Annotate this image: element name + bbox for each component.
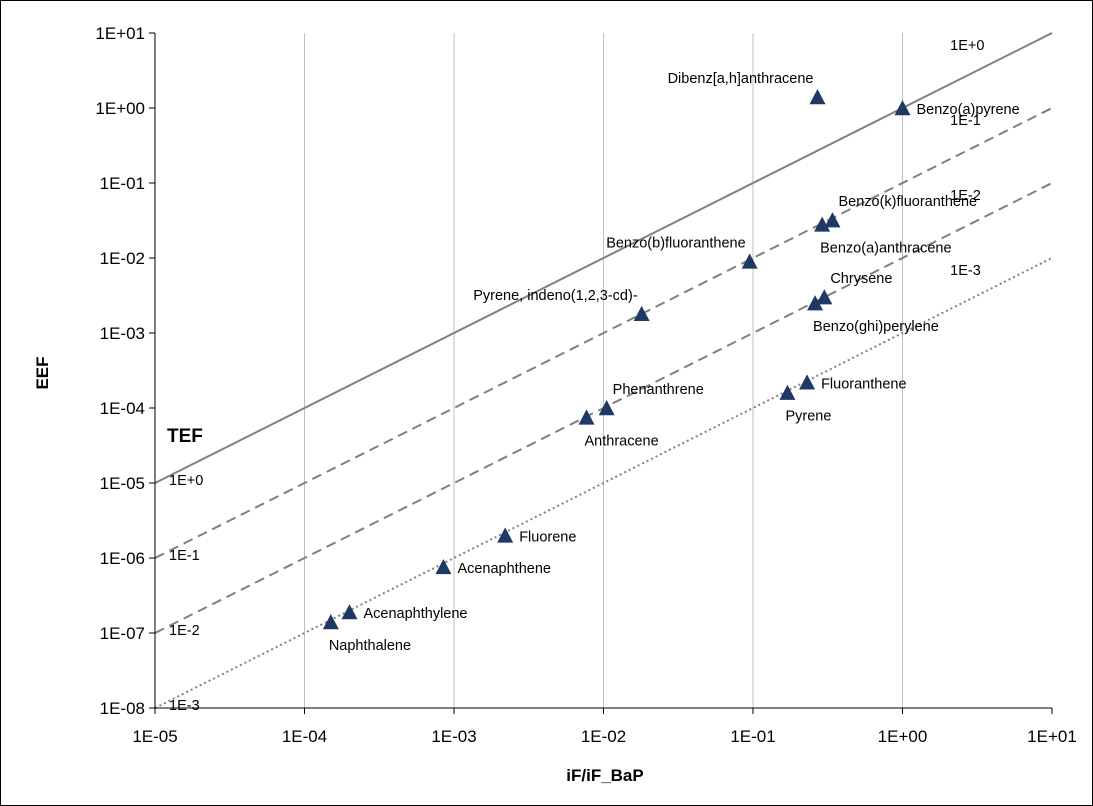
- y-tick-label: 1E-03: [100, 324, 145, 343]
- data-points: [322, 89, 911, 630]
- gridlines: [304, 33, 903, 708]
- data-point-marker: [824, 212, 841, 228]
- x-axis-title: iF/iF_BaP: [566, 766, 643, 785]
- data-point-label: Benzo(k)fluoranthene: [838, 194, 977, 210]
- data-point-marker: [598, 400, 615, 416]
- tef-line-label-left: 1E-3: [169, 698, 200, 714]
- tef-line-label-left: 1E-2: [169, 623, 200, 639]
- y-tick-label: 1E-02: [100, 249, 145, 268]
- data-point-label: Pyrene: [785, 409, 831, 425]
- data-point-label: Dibenz[a,h]anthracene: [668, 71, 814, 87]
- data-point-marker: [497, 527, 514, 543]
- tef-reference-line: [154, 257, 1053, 709]
- tef-reference-line: [154, 107, 1053, 559]
- x-tick-label: 1E+01: [1027, 727, 1077, 746]
- x-tick-label: 1E-04: [282, 727, 327, 746]
- data-point-marker: [809, 89, 826, 105]
- data-point-label: Anthracene: [585, 433, 659, 449]
- data-point-marker: [894, 100, 911, 116]
- data-point-marker: [578, 409, 595, 425]
- y-tick-label: 1E+00: [95, 99, 145, 118]
- data-point-label: Acenaphthene: [457, 561, 551, 577]
- y-tick-label: 1E-07: [100, 624, 145, 643]
- data-point-label: Fluoranthene: [821, 376, 906, 392]
- y-tick-label: 1E-04: [100, 399, 145, 418]
- data-point-label: Pyrene, indeno(1,2,3-cd)-: [473, 288, 638, 304]
- x-tick-label: 1E-03: [431, 727, 476, 746]
- tef-line-label-left: 1E+0: [169, 473, 203, 489]
- data-point-marker: [807, 295, 824, 311]
- y-tick-label: 1E-06: [100, 549, 145, 568]
- data-point-label: Benzo(ghi)perylene: [813, 319, 939, 335]
- labels: 1E+0 1E+0 1E-1 1E-1 1E-2 1E-2 1E-3 1E-3 Dibenz[a…: [169, 38, 1020, 714]
- tef-line-label-right: 1E-2: [950, 188, 981, 204]
- tef-line-label-left: 1E-1: [169, 548, 200, 564]
- x-tick-label: 1E+00: [878, 727, 928, 746]
- data-point-marker: [816, 289, 833, 305]
- x-tick-label: 1E-05: [132, 727, 177, 746]
- data-point-label: Naphthalene: [329, 638, 411, 654]
- data-point-label: Chrysene: [830, 271, 892, 287]
- data-point-marker: [779, 384, 796, 400]
- x-tick-label: 1E-01: [730, 727, 775, 746]
- tef-annotation: TEF: [167, 426, 203, 447]
- data-point-marker: [741, 253, 758, 269]
- data-point-marker: [633, 305, 650, 322]
- data-point-marker: [799, 374, 816, 390]
- tef-line-label-right: 1E-1: [950, 113, 981, 129]
- data-point-label: Phenanthrene: [613, 382, 704, 398]
- tef-line-label-right: 1E+0: [950, 38, 984, 54]
- x-tick-label: 1E-02: [581, 727, 626, 746]
- data-point-marker: [322, 614, 339, 630]
- axes: 1E-05 1E-04 1E-03 1E-02 1E-01 1E+00 1E+011E+01…: [95, 24, 1076, 746]
- data-point-marker: [435, 558, 452, 575]
- data-point-label: Fluorene: [519, 529, 576, 545]
- y-tick-label: 1E+01: [95, 24, 145, 43]
- data-point-label: Acenaphthylene: [364, 606, 468, 622]
- y-axis-title: EEF: [33, 356, 52, 389]
- tef-line-label-right: 1E-3: [950, 263, 981, 279]
- data-point-marker: [814, 216, 831, 232]
- data-point-label: Benzo(a)pyrene: [917, 102, 1020, 118]
- data-point-label: Benzo(a)anthracene: [820, 240, 951, 256]
- y-tick-label: 1E-01: [100, 174, 145, 193]
- y-tick-label: 1E-08: [100, 699, 145, 718]
- y-tick-label: 1E-05: [100, 474, 145, 493]
- data-point-marker: [341, 604, 358, 620]
- data-point-label: Benzo(b)fluoranthene: [606, 235, 745, 251]
